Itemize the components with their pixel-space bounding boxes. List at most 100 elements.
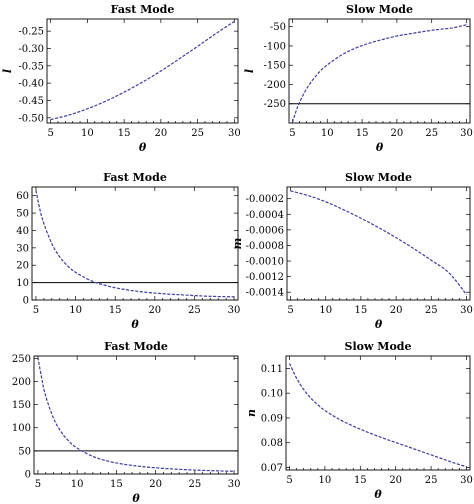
y-axis-label: l [243, 69, 256, 73]
y-tick-label: 60 [16, 191, 29, 202]
x-tick-label: 15 [355, 305, 368, 316]
x-tick-label: 15 [109, 305, 122, 316]
panel-fast-l: 5 10 15 20 25 30 -0.50 -0.45 -0.40 -0.35 -0.30 -0.2… [1, 3, 241, 154]
x-tick-label: 15 [356, 128, 369, 139]
x-tick-label: 15 [118, 128, 131, 139]
panel-title: Slow Mode [345, 340, 412, 353]
data-series-underlay [35, 190, 235, 298]
x-tick-label: 10 [321, 128, 334, 139]
x-tick-label: 30 [228, 128, 241, 139]
x-tick-label: 25 [188, 479, 201, 490]
x-axis-label: θ [132, 492, 140, 504]
y-tick-label: 20 [16, 261, 29, 272]
y-tick-label: 200 [12, 377, 31, 388]
y-tick-label: -150 [264, 61, 286, 72]
panel-title: Slow Mode [346, 3, 413, 16]
x-tick-label: 15 [354, 475, 367, 486]
data-series-underlay [37, 357, 235, 472]
x-tick-label: 10 [319, 475, 332, 486]
panel-title: Fast Mode [104, 340, 168, 353]
x-tick-label: 20 [389, 475, 402, 486]
y-tick-label: -0.0002 [246, 194, 284, 205]
x-tick-label: 10 [69, 305, 82, 316]
data-series-line [50, 20, 235, 121]
y-tick-label: 100 [12, 423, 31, 434]
data-series-line [37, 357, 235, 472]
y-axis-label: n [245, 409, 258, 417]
panel-slow-n: 5 10 15 20 25 30 0.07 0.08 0.09 0.10 0.11 Slow Mode… [245, 340, 473, 501]
y-tick-label: -0.30 [18, 44, 44, 55]
plot-frame [285, 355, 471, 471]
y-tick-label: 40 [16, 226, 29, 237]
x-tick-label: 10 [71, 479, 84, 490]
x-tick-label: 20 [149, 479, 162, 490]
y-tick-label: -200 [264, 80, 286, 91]
y-tick-label: -0.50 [18, 113, 44, 124]
y-tick-label: 250 [12, 354, 31, 365]
y-tick-label: 0.11 [261, 364, 283, 375]
data-series-line [35, 190, 235, 298]
data-series-underlay [289, 363, 467, 468]
y-tick-label: 0.07 [261, 463, 283, 474]
x-tick-label: 20 [154, 128, 167, 139]
y-tick-label: -50 [270, 22, 286, 33]
y-tick-label: 0.08 [261, 438, 283, 449]
y-tick-label: -0.0004 [246, 210, 284, 221]
y-tick-label: -0.0008 [246, 241, 284, 252]
y-tick-label: 50 [16, 209, 29, 220]
y-tick-label: 150 [12, 400, 31, 411]
x-tick-label: 30 [460, 475, 473, 486]
x-axis-label: θ [375, 318, 383, 331]
y-axis-label: n [0, 411, 1, 419]
y-tick-label: -0.0014 [246, 288, 284, 299]
data-series-underlay [50, 20, 235, 121]
x-tick-label: 15 [110, 479, 123, 490]
panel-slow-m: 5 10 15 20 25 30 -0.0002 -0.0004 -0.0006 -0.0008 -… [231, 171, 473, 331]
plot-frame [31, 186, 239, 301]
y-tick-label: 50 [18, 446, 31, 457]
x-tick-label: 10 [319, 305, 332, 316]
data-series-line [291, 24, 467, 123]
x-tick-label: 25 [188, 305, 201, 316]
x-axis-label: θ [374, 488, 382, 501]
x-tick-label: 25 [191, 128, 204, 139]
y-tick-label: 30 [16, 243, 29, 254]
y-tick-label: -0.0010 [246, 257, 284, 268]
x-tick-label: 30 [228, 305, 241, 316]
x-tick-label: 30 [228, 479, 241, 490]
y-tick-label: -0.45 [18, 96, 44, 107]
x-tick-label: 5 [287, 305, 293, 316]
panel-title: Fast Mode [103, 171, 167, 184]
plot-frame [288, 18, 471, 124]
x-tick-label: 20 [148, 305, 161, 316]
y-tick-label: -250 [264, 99, 286, 110]
x-tick-label: 25 [425, 475, 438, 486]
x-tick-label: 5 [286, 475, 292, 486]
y-tick-label: 10 [16, 278, 29, 289]
plot-frame [33, 355, 239, 475]
y-tick-label: -0.40 [18, 79, 44, 90]
y-tick-label: 0 [25, 470, 31, 481]
x-tick-label: 25 [425, 128, 438, 139]
y-tick-label: 0 [23, 296, 29, 307]
y-axis-label: m [231, 238, 244, 250]
panel-slow-l: 5 10 15 20 25 30 -250 -200 -150 -100 -50 Slow Mode θ… [243, 3, 473, 154]
x-tick-label: 25 [425, 305, 438, 316]
panel-fast-m: 5 10 15 20 25 30 0 10 20 30 40 50 60 Fast Mode θ m [16, 171, 241, 331]
plot-frame [46, 18, 239, 124]
data-series-underlay [290, 190, 467, 295]
y-tick-label: -0.35 [18, 61, 44, 72]
x-axis-label: θ [131, 318, 139, 331]
data-series-line [289, 363, 467, 468]
y-axis-label: l [1, 69, 14, 73]
x-tick-label: 5 [35, 479, 41, 490]
x-axis-label: θ [139, 141, 147, 154]
y-tick-label: -0.25 [18, 27, 44, 38]
y-tick-label: 0.09 [261, 413, 283, 424]
panel-title: Fast Mode [111, 3, 175, 16]
y-tick-label: 0.10 [261, 389, 283, 400]
y-tick-label: -0.0012 [246, 272, 284, 283]
y-tick-label: -0.0006 [246, 225, 284, 236]
x-tick-label: 5 [47, 128, 53, 139]
